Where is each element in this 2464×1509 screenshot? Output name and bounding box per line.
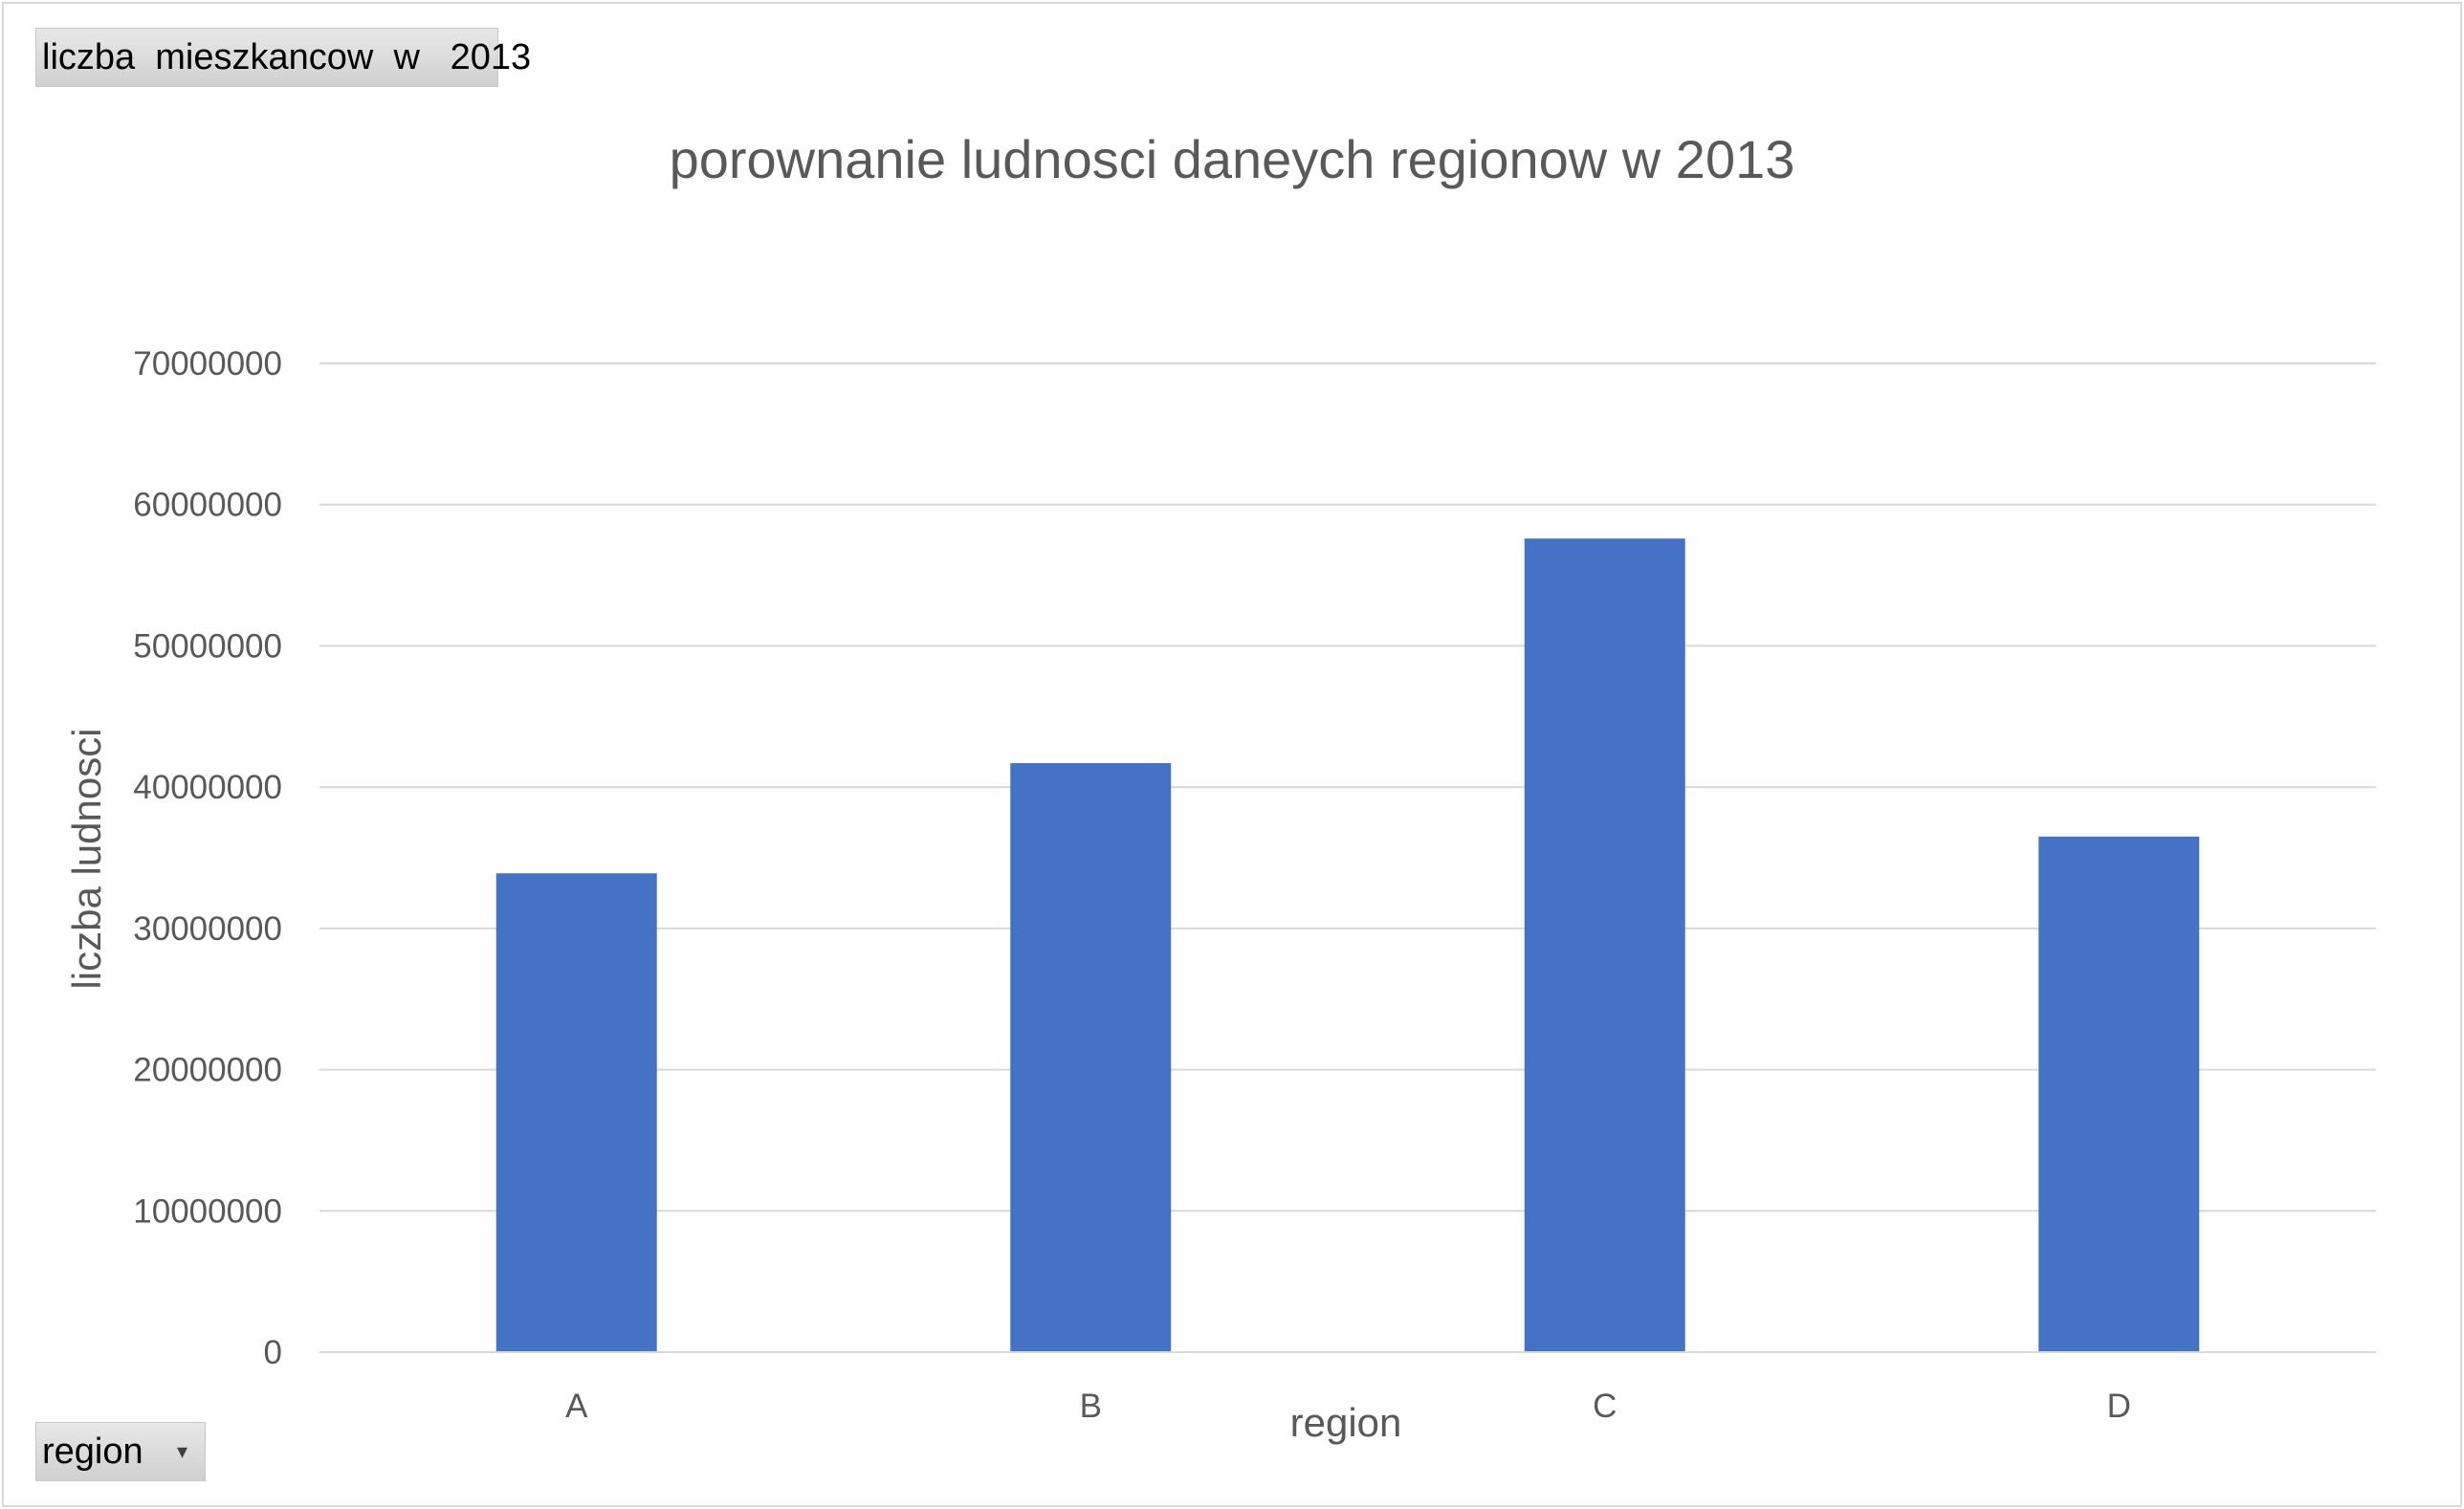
y-tick-label: 50000000: [133, 627, 282, 665]
y-tick-label: 60000000: [133, 487, 282, 524]
x-tick-label: A: [565, 1388, 588, 1425]
y-tick-label: 30000000: [133, 910, 282, 948]
value-field-label: liczba mieszkancow w 2013: [42, 37, 532, 77]
bar-series: [495, 538, 2200, 1352]
y-tick-label: 0: [264, 1334, 282, 1371]
x-tick-label: B: [1080, 1388, 1102, 1425]
y-axis-title: liczba ludnosci: [64, 728, 109, 989]
y-axis-ticks: 0 10000000 20000000 30000000 40000000 5000000…: [133, 345, 282, 1371]
axis-field-label: region: [42, 1432, 143, 1472]
y-tick-label: 20000000: [133, 1052, 282, 1089]
x-tick-label: D: [2107, 1388, 2131, 1425]
x-axis-ticks: A B C D: [319, 1351, 2376, 1425]
bar-C[interactable]: [1524, 538, 1685, 1352]
bar-D[interactable]: [2038, 836, 2200, 1352]
chart-title: porownanie ludnosci daneych regionow w 2…: [670, 129, 1795, 189]
dropdown-arrow-icon[interactable]: ▾: [176, 1439, 187, 1463]
bar-A[interactable]: [495, 873, 657, 1352]
x-axis-title: region: [1290, 1400, 1402, 1445]
bar-B[interactable]: [1010, 763, 1172, 1352]
y-tick-label: 10000000: [133, 1192, 282, 1230]
axis-field-button[interactable]: region ▾: [35, 1422, 206, 1481]
x-tick-label: C: [1593, 1388, 1617, 1425]
value-field-button[interactable]: liczba mieszkancow w 2013: [35, 28, 531, 87]
y-tick-label: 40000000: [133, 769, 282, 806]
y-tick-label: 70000000: [133, 345, 282, 383]
